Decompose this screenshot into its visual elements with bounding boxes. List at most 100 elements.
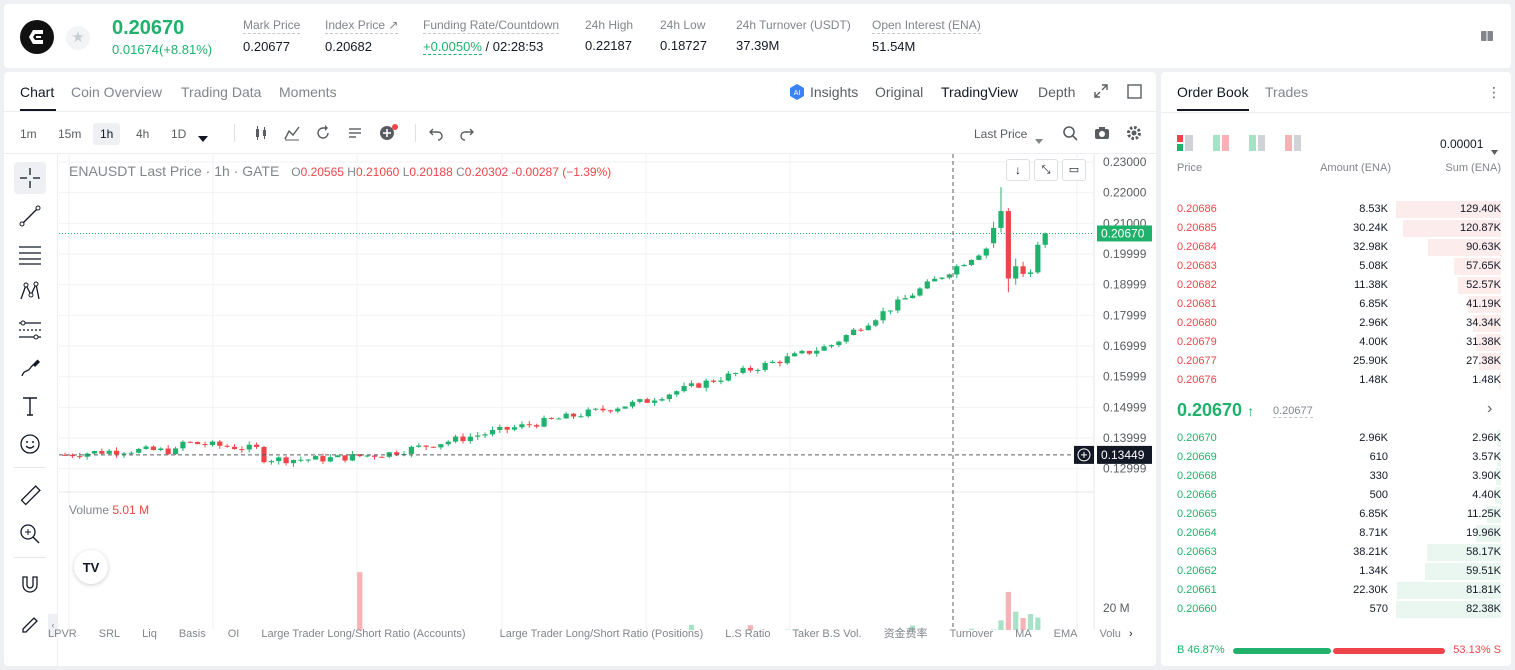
- row-price: 0.20662: [1177, 565, 1217, 577]
- candle-type-icon[interactable]: [253, 125, 269, 146]
- chevron-down-icon[interactable]: [198, 130, 208, 148]
- candle-body: [895, 299, 901, 311]
- ask-row[interactable]: 0.20682 11.38K 52.57K: [1161, 276, 1511, 295]
- templates-icon[interactable]: [347, 125, 363, 146]
- collapse-toolbar-button[interactable]: ‹: [48, 614, 58, 636]
- indicator-ls-accounts[interactable]: Large Trader Long/Short Ratio (Accounts): [261, 628, 466, 640]
- price-type-select[interactable]: Last Price: [974, 127, 1028, 141]
- search-icon[interactable]: [1062, 125, 1078, 146]
- brush-tool-icon[interactable]: [14, 352, 46, 384]
- bid-row[interactable]: 0.20660 570 82.38K: [1161, 600, 1511, 619]
- indicator-ls-positions[interactable]: Large Trader Long/Short Ratio (Positions…: [499, 628, 704, 640]
- chevron-right-icon[interactable]: ›: [1487, 400, 1493, 417]
- horizontal-lines-tool-icon[interactable]: [14, 238, 46, 270]
- crosshair-tool-icon[interactable]: [14, 162, 46, 194]
- funding-rate-value[interactable]: +0.0050%: [423, 39, 482, 55]
- ask-row[interactable]: 0.20681 6.85K 41.19K: [1161, 295, 1511, 314]
- favorite-star-icon[interactable]: ★: [66, 26, 90, 50]
- indicator-ema[interactable]: EMA: [1053, 628, 1078, 640]
- bid-row[interactable]: 0.20666 500 4.40K: [1161, 486, 1511, 505]
- timeframe-15m[interactable]: 15m: [58, 127, 82, 141]
- replay-icon[interactable]: [315, 125, 331, 146]
- indicator-lpvr[interactable]: LPVR: [48, 628, 77, 640]
- ruler-tool-icon[interactable]: [14, 480, 46, 512]
- stat-index-price[interactable]: Index Price ↗ 0.20682: [325, 18, 399, 54]
- indicator-funding[interactable]: 资金费率: [883, 628, 928, 640]
- gear-icon[interactable]: [1126, 125, 1142, 146]
- indicator-volume[interactable]: Volu: [1099, 628, 1121, 640]
- add-indicator-icon[interactable]: [379, 124, 399, 147]
- volume-bar: [688, 624, 695, 630]
- tab-trading-data[interactable]: Trading Data: [181, 84, 262, 100]
- tab-order-book[interactable]: Order Book: [1177, 84, 1249, 100]
- ask-row[interactable]: 0.20683 5.08K 57.65K: [1161, 257, 1511, 276]
- indicators-icon[interactable]: [284, 125, 300, 146]
- ask-row[interactable]: 0.20677 25.90K 27.38K: [1161, 352, 1511, 371]
- indicator-turnover[interactable]: Turnover: [949, 628, 994, 640]
- bid-row[interactable]: 0.20670 2.96K 2.96K: [1161, 429, 1511, 448]
- timeframe-1m[interactable]: 1m: [20, 127, 37, 141]
- timeframe-1h[interactable]: 1h: [93, 123, 121, 145]
- scroll-down-icon[interactable]: ↓: [1006, 159, 1030, 181]
- window-icon[interactable]: [1127, 84, 1142, 104]
- view-asks-bids-icon[interactable]: [1213, 135, 1231, 156]
- bid-row[interactable]: 0.20663 38.21K 58.17K: [1161, 543, 1511, 562]
- tab-moments[interactable]: Moments: [279, 84, 337, 100]
- view-insights[interactable]: Insights: [810, 84, 859, 100]
- mid-price[interactable]: 0.20670 ↑: [1177, 400, 1255, 420]
- tradingview-logo-icon[interactable]: TV: [74, 550, 108, 584]
- ask-row[interactable]: 0.20679 4.00K 31.38K: [1161, 333, 1511, 352]
- tab-coin-overview[interactable]: Coin Overview: [71, 84, 163, 100]
- bid-row[interactable]: 0.20661 22.30K 81.81K: [1161, 581, 1511, 600]
- ask-row[interactable]: 0.20685 30.24K 120.87K: [1161, 219, 1511, 238]
- view-tradingview[interactable]: TradingView: [941, 84, 1019, 100]
- view-original[interactable]: Original: [875, 84, 924, 100]
- indicator-ma[interactable]: MA: [1015, 628, 1032, 640]
- indicator-liq[interactable]: Liq: [142, 628, 157, 640]
- view-depth[interactable]: Depth: [1038, 84, 1076, 100]
- candle-body: [961, 264, 967, 267]
- redo-icon[interactable]: [459, 125, 475, 146]
- indicator-oi[interactable]: OI: [227, 628, 240, 640]
- bid-row[interactable]: 0.20665 6.85K 11.25K: [1161, 505, 1511, 524]
- undo-icon[interactable]: [428, 125, 444, 146]
- ask-row[interactable]: 0.20684 32.98K 90.63K: [1161, 238, 1511, 257]
- chevron-right-icon[interactable]: ›: [1128, 628, 1133, 640]
- view-asks-icon[interactable]: [1285, 135, 1303, 156]
- ask-row[interactable]: 0.20676 1.48K 1.48K: [1161, 371, 1511, 390]
- tab-chart[interactable]: Chart: [20, 84, 55, 100]
- bid-row[interactable]: 0.20664 8.71K 19.96K: [1161, 524, 1511, 543]
- caret-down-icon[interactable]: [1491, 142, 1498, 160]
- lock-drawing-tool-icon[interactable]: [14, 606, 46, 638]
- emoji-tool-icon[interactable]: [14, 428, 46, 460]
- caret-down-icon[interactable]: [1035, 131, 1043, 149]
- tab-trades[interactable]: Trades: [1265, 84, 1309, 100]
- expand-icon[interactable]: [1094, 84, 1108, 103]
- bid-row[interactable]: 0.20668 330 3.90K: [1161, 467, 1511, 486]
- bid-row[interactable]: 0.20662 1.34K 59.51K: [1161, 562, 1511, 581]
- timeframe-1d[interactable]: 1D: [171, 127, 187, 141]
- view-both-icon[interactable]: [1177, 135, 1195, 156]
- timeframe-4h[interactable]: 4h: [136, 127, 150, 141]
- fullscreen-icon[interactable]: ▭: [1062, 159, 1086, 181]
- indicator-basis[interactable]: Basis: [178, 628, 206, 640]
- indicator-taker-vol[interactable]: Taker B.S Vol.: [792, 628, 862, 640]
- magnet-tool-icon[interactable]: [14, 569, 46, 601]
- trend-line-tool-icon[interactable]: [14, 200, 46, 232]
- text-tool-icon[interactable]: [14, 390, 46, 422]
- precision-select[interactable]: 0.00001: [1440, 137, 1484, 151]
- book-icon[interactable]: [1480, 29, 1494, 48]
- pattern-tool-icon[interactable]: [14, 276, 46, 308]
- bid-row[interactable]: 0.20669 610 3.57K: [1161, 448, 1511, 467]
- fib-tool-icon[interactable]: [14, 314, 46, 346]
- indicator-srl[interactable]: SRL: [98, 628, 121, 640]
- ask-row[interactable]: 0.20686 8.53K 129.40K: [1161, 200, 1511, 219]
- ask-row[interactable]: 0.20680 2.96K 34.34K: [1161, 314, 1511, 333]
- price-chart[interactable]: 0.230000.220000.210000.199990.189990.179…: [59, 154, 1156, 630]
- zoom-in-tool-icon[interactable]: [14, 518, 46, 550]
- collapse-icon[interactable]: ⤡: [1034, 159, 1058, 181]
- indicator-ls-ratio[interactable]: L.S Ratio: [725, 628, 771, 640]
- view-bids-icon[interactable]: [1249, 135, 1267, 156]
- camera-icon[interactable]: [1094, 125, 1110, 146]
- more-options-icon[interactable]: ⋮: [1487, 84, 1501, 100]
